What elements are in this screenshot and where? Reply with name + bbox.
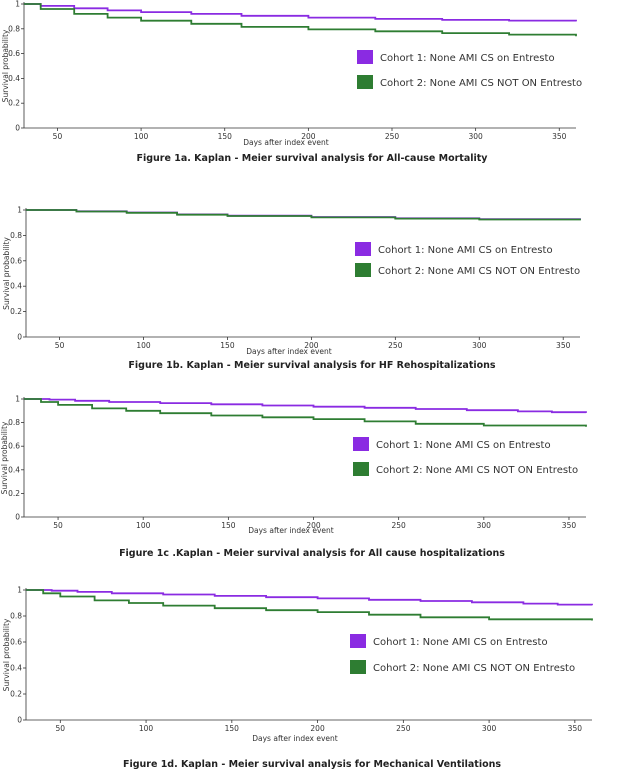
x-tick-label-1d: 150: [225, 724, 240, 733]
legend-label-cohort1-1d: Cohort 1: None AMI CS on Entresto: [373, 637, 548, 648]
y-tick-label-1d: 0.2: [10, 690, 22, 699]
x-tick-label-1b: 200: [304, 341, 319, 350]
x-tick-label-1c: 100: [136, 521, 151, 530]
series-line-cohort2-1b: [26, 209, 581, 221]
x-axis-title-1a: Days after index event: [243, 138, 329, 147]
legend-label-cohort2-1b: Cohort 2: None AMI CS NOT ON Entresto: [378, 266, 580, 277]
y-tick-label-1d: 0: [17, 716, 22, 725]
legend-swatch-cohort1-1d: [350, 634, 366, 648]
x-tick-label-1d: 50: [56, 724, 66, 733]
series-line-cohort2-1c: [24, 398, 587, 427]
legend-swatch-cohort1-1b: [355, 242, 371, 256]
x-tick-label-1a: 350: [552, 132, 567, 141]
legend-label-cohort2-1c: Cohort 2: None AMI CS NOT ON Entresto: [376, 465, 578, 476]
legend-label-cohort2-1a: Cohort 2: None AMI CS NOT ON Entresto: [380, 78, 582, 89]
legend-label-cohort2-1d: Cohort 2: None AMI CS NOT ON Entresto: [373, 663, 575, 674]
chart-panel-1d: 50 100 150 200 250 300 350 0 0.2 0.4 0.6 0.8 1 Days a…: [0, 582, 624, 772]
y-tick-label-1a: 1: [15, 0, 20, 9]
y-tick-label-1c: 0.4: [8, 465, 20, 474]
y-tick-label-1d: 0.6: [10, 638, 22, 647]
x-tick-label-1c: 150: [221, 521, 236, 530]
legend-swatch-cohort2-1a: [357, 75, 373, 89]
chart-panel-1b: 50 100 150 200 250 300 350 0 0.2 0.4 0.6 0.8 1 Days a…: [0, 200, 624, 380]
series-line-cohort2-1a: [24, 3, 577, 37]
x-tick-label-1b: 100: [136, 341, 151, 350]
legend-swatch-cohort1-1a: [357, 50, 373, 64]
y-tick-label-1a: 0.2: [8, 99, 20, 108]
x-tick-label-1b: 350: [556, 341, 571, 350]
x-tick-label-1b: 300: [472, 341, 487, 350]
y-tick-label-1a: 0.4: [8, 74, 20, 83]
y-tick-label-1c: 0.8: [8, 418, 20, 427]
chart-panel-1c: 50 100 150 200 250 300 350 0 0.2 0.4 0.6 0.8 1 Days a…: [0, 390, 624, 565]
y-tick-label-1c: 1: [15, 395, 20, 404]
x-tick-label-1d: 300: [482, 724, 497, 733]
x-tick-label-1a: 50: [53, 132, 63, 141]
km-chart-1a: 50 100 150 200 250 300 350 0 0.2 0.4 0.6 0.8 1 Days a…: [1, 0, 582, 147]
x-tick-label-1a: 300: [468, 132, 483, 141]
km-chart-1b: 50 100 150 200 250 300 350 0 0.2 0.4 0.6 0.8 1 Days a…: [2, 206, 581, 356]
figure-caption-1a: Figure 1a. Kaplan - Meier survival analy…: [136, 153, 488, 164]
x-tick-label-1b: 150: [220, 341, 235, 350]
legend-swatch-cohort2-1b: [355, 263, 371, 277]
x-tick-label-1d: 100: [139, 724, 154, 733]
series-line-cohort1-1c: [24, 398, 587, 414]
y-tick-label-1d: 1: [17, 586, 22, 595]
x-tick-label-1c: 50: [53, 521, 63, 530]
x-tick-label-1c: 350: [562, 521, 577, 530]
x-tick-label-1a: 200: [301, 132, 316, 141]
figure-caption-1d: Figure 1d. Kaplan - Meier survival analy…: [122, 759, 502, 770]
x-tick-label-1c: 300: [477, 521, 492, 530]
y-tick-label-1a: 0.6: [8, 49, 20, 58]
y-axis-title-1d: Survival probability: [2, 618, 11, 691]
legend-label-cohort1-1c: Cohort 1: None AMI CS on Entresto: [376, 440, 551, 451]
series-line-cohort2-1d: [26, 589, 593, 621]
x-tick-label-1a: 150: [218, 132, 233, 141]
y-tick-label-1b: 0.8: [10, 231, 22, 240]
y-axis-title-1c: Survival probability: [0, 421, 9, 494]
y-tick-label-1b: 1: [17, 206, 22, 215]
x-tick-label-1c: 200: [306, 521, 321, 530]
y-tick-label-1b: 0.6: [10, 256, 22, 265]
y-tick-label-1c: 0.2: [8, 489, 20, 498]
series-line-cohort1-1a: [24, 3, 577, 22]
y-tick-label-1b: 0: [17, 333, 22, 342]
y-tick-label-1d: 0.8: [10, 612, 22, 621]
y-tick-label-1d: 0.4: [10, 664, 22, 673]
x-tick-label-1c: 250: [392, 521, 407, 530]
km-chart-1d: 50 100 150 200 250 300 350 0 0.2 0.4 0.6 0.8 1 Days a…: [2, 586, 593, 743]
legend-label-cohort1-1b: Cohort 1: None AMI CS on Entresto: [378, 245, 553, 256]
x-tick-label-1b: 250: [388, 341, 403, 350]
y-tick-label-1a: 0.8: [8, 24, 20, 33]
x-tick-label-1d: 350: [568, 724, 583, 733]
figure-caption-1c: Figure 1c .Kaplan - Meier survival analy…: [119, 548, 505, 559]
x-tick-label-1b: 50: [55, 341, 65, 350]
x-axis-title-1c: Days after index event: [248, 526, 334, 535]
legend-swatch-cohort2-1d: [350, 660, 366, 674]
chart-panel-1a: 50 100 150 200 250 300 350 0 0.2 0.4 0.6 0.8 1 Days a…: [0, 0, 624, 172]
y-tick-label-1b: 0.4: [10, 282, 22, 291]
legend-swatch-cohort1-1c: [353, 437, 369, 451]
x-tick-label-1a: 250: [385, 132, 400, 141]
x-tick-label-1d: 250: [396, 724, 411, 733]
y-tick-label-1c: 0: [15, 513, 20, 522]
series-line-cohort1-1d: [26, 589, 593, 606]
km-chart-1c: 50 100 150 200 250 300 350 0 0.2 0.4 0.6 0.8 1 Days a…: [0, 395, 587, 535]
figure-caption-1b: Figure 1b. Kaplan - Meier survival analy…: [128, 360, 496, 371]
y-axis-title-1b: Survival probability: [2, 237, 11, 310]
y-axis-title-1a: Survival probability: [1, 29, 10, 102]
x-axis-title-1b: Days after index event: [246, 347, 332, 356]
y-tick-label-1c: 0.6: [8, 442, 20, 451]
y-tick-label-1a: 0: [15, 124, 20, 133]
legend-label-cohort1-1a: Cohort 1: None AMI CS on Entresto: [380, 53, 555, 64]
x-tick-label-1a: 100: [134, 132, 149, 141]
x-tick-label-1d: 200: [310, 724, 325, 733]
x-axis-title-1d: Days after index event: [252, 734, 338, 743]
y-tick-label-1b: 0.2: [10, 307, 22, 316]
legend-swatch-cohort2-1c: [353, 462, 369, 476]
